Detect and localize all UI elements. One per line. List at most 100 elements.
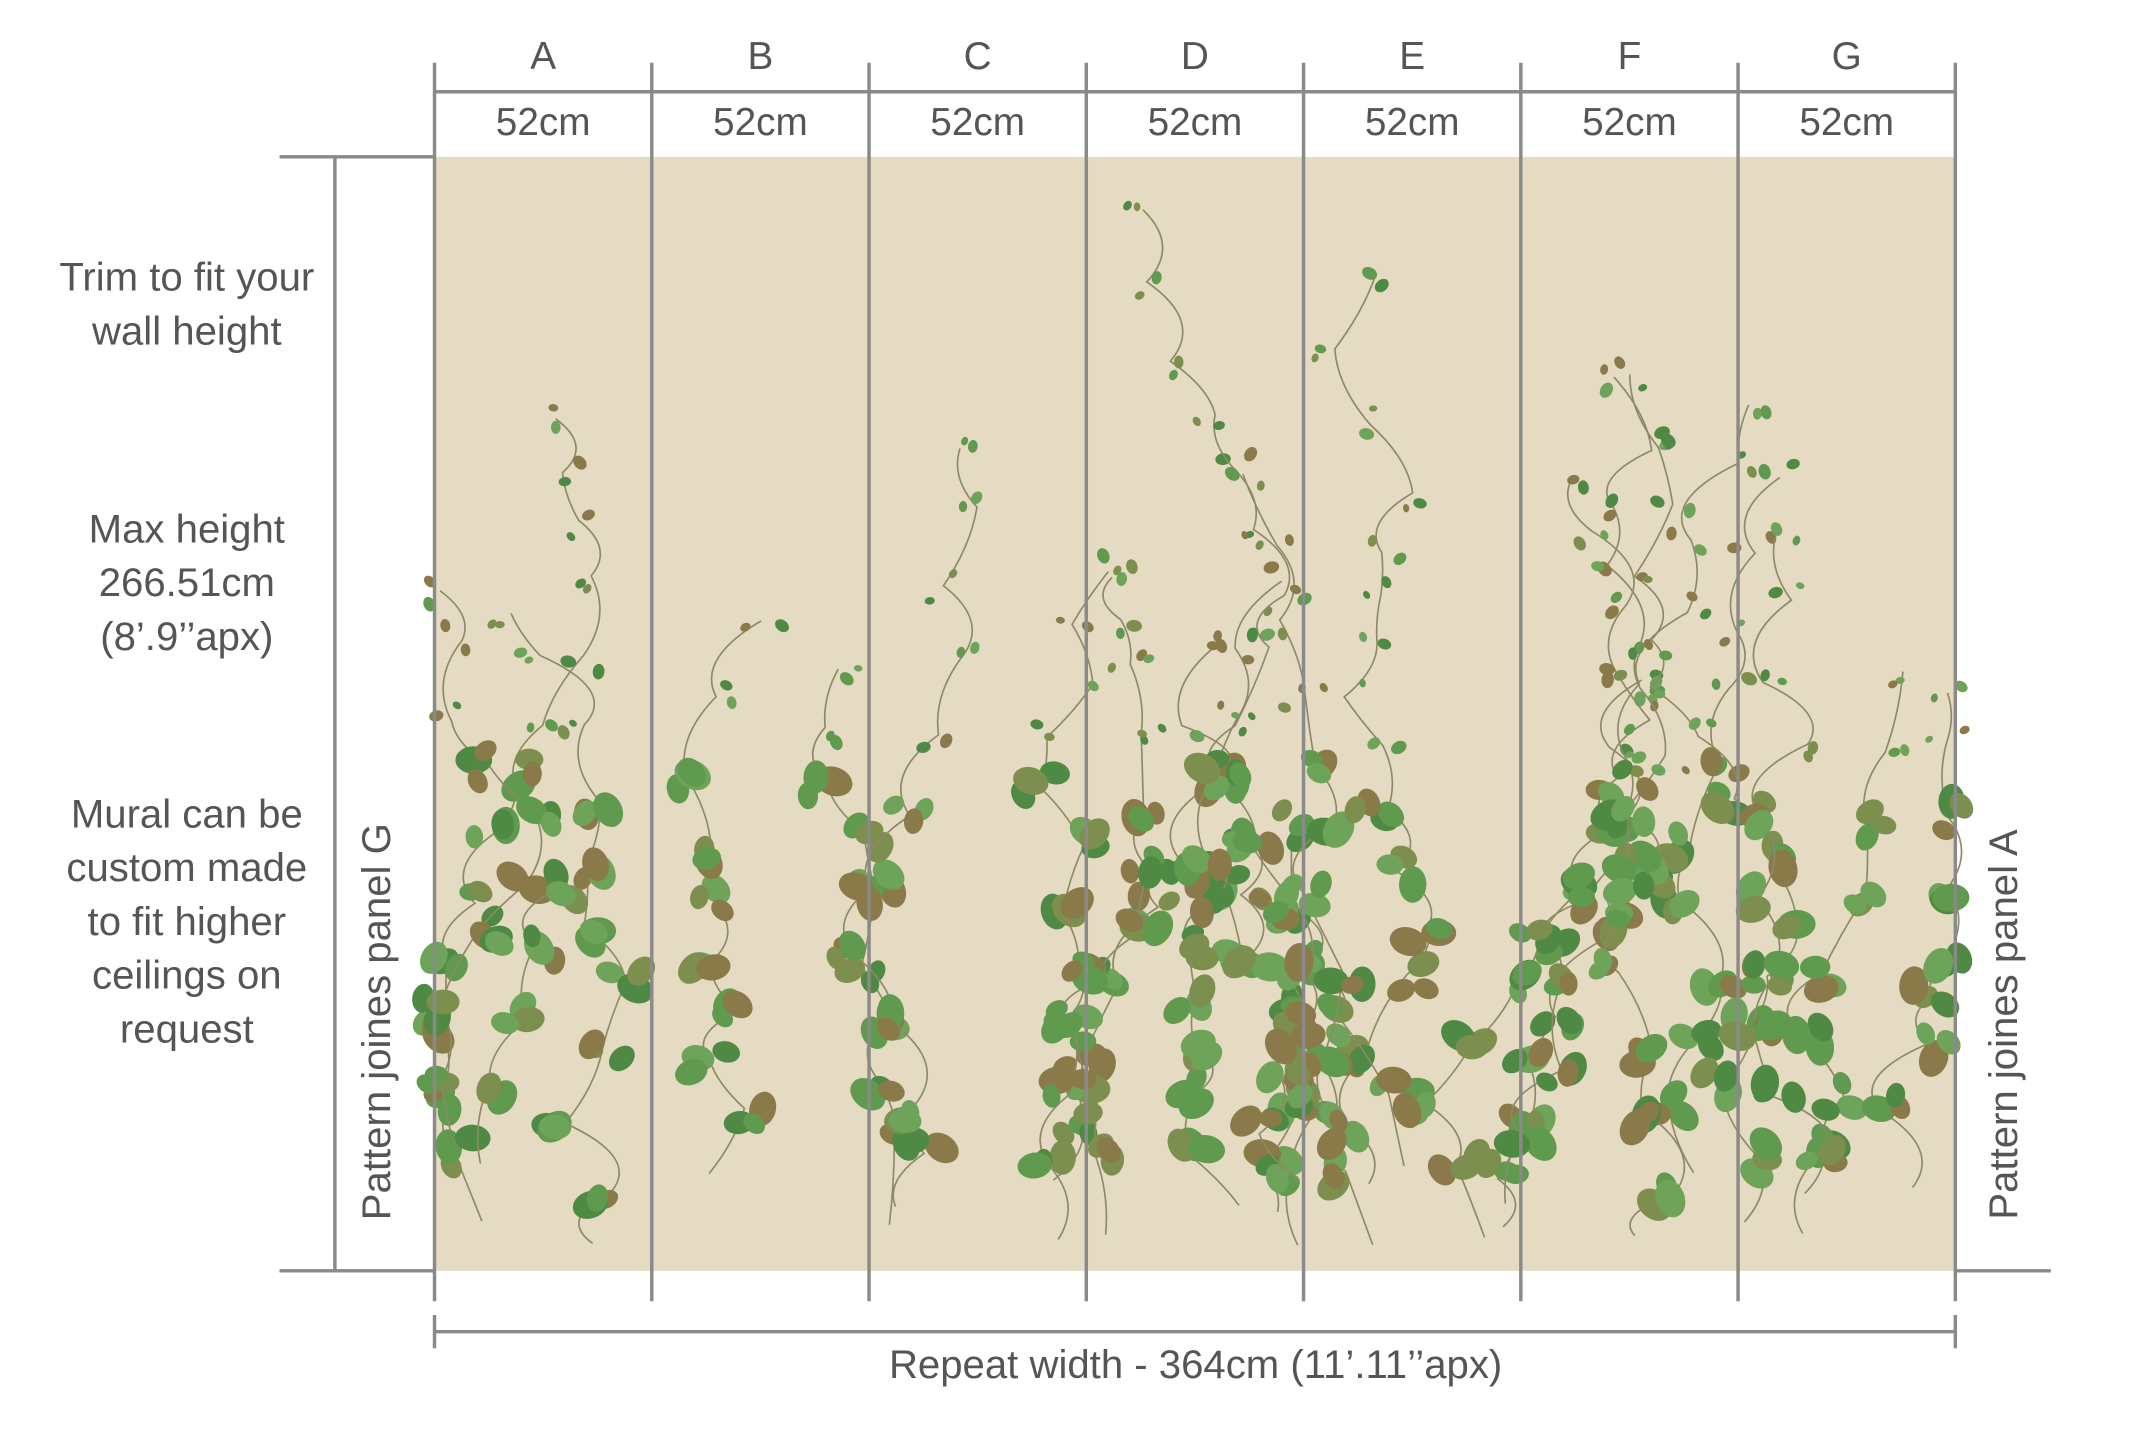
leaf bbox=[829, 734, 843, 751]
leaf bbox=[1900, 744, 1910, 757]
leaf bbox=[491, 809, 515, 840]
leaf bbox=[1407, 951, 1440, 978]
leaf bbox=[1413, 978, 1439, 1000]
leaf bbox=[1322, 811, 1355, 848]
leaf bbox=[526, 722, 535, 733]
vine-stem bbox=[1333, 277, 1433, 1185]
leaf bbox=[711, 899, 734, 922]
leaf bbox=[1230, 1105, 1262, 1137]
leaf bbox=[1215, 638, 1228, 653]
side-note: ceilings on bbox=[92, 953, 282, 998]
leaf bbox=[1113, 565, 1122, 576]
leaf bbox=[1143, 654, 1155, 664]
leaf bbox=[690, 885, 709, 910]
leaf bbox=[1258, 1109, 1283, 1128]
leaf bbox=[1374, 278, 1389, 293]
leaf bbox=[1262, 901, 1289, 923]
leaf bbox=[1786, 458, 1800, 470]
panel-letter: B bbox=[747, 35, 773, 78]
leaf bbox=[1625, 751, 1634, 759]
leaf bbox=[958, 501, 968, 513]
leaf bbox=[1836, 1095, 1868, 1120]
leaf bbox=[1930, 991, 1960, 1018]
leaf bbox=[692, 847, 721, 870]
leaf bbox=[1811, 1098, 1840, 1121]
leaf bbox=[1664, 437, 1675, 450]
leaf bbox=[1402, 504, 1410, 513]
side-note: Max height bbox=[89, 506, 285, 551]
leaf bbox=[558, 476, 572, 487]
leaf bbox=[1818, 1134, 1846, 1166]
leaf bbox=[1215, 453, 1231, 466]
leaf bbox=[1265, 1163, 1289, 1193]
leaf bbox=[1389, 926, 1427, 957]
leaf bbox=[1669, 1101, 1699, 1132]
leaf bbox=[1142, 910, 1174, 947]
leaf bbox=[1697, 1033, 1724, 1061]
leaf bbox=[1632, 806, 1656, 837]
leaf bbox=[1755, 1010, 1792, 1041]
leaf bbox=[775, 619, 789, 633]
leaf bbox=[867, 960, 886, 983]
leaf bbox=[1232, 830, 1263, 854]
leaf bbox=[970, 641, 980, 654]
leaf bbox=[956, 646, 966, 658]
leaf bbox=[1140, 735, 1149, 745]
leaf bbox=[916, 741, 931, 753]
leaf bbox=[740, 622, 751, 632]
leaf bbox=[1633, 871, 1655, 900]
leaf bbox=[1923, 947, 1954, 984]
leaf bbox=[1559, 971, 1578, 996]
leaf bbox=[1263, 561, 1280, 574]
leaf bbox=[1359, 631, 1368, 643]
leaf bbox=[1097, 548, 1110, 564]
leaf bbox=[1043, 732, 1055, 742]
leaf bbox=[1562, 862, 1595, 890]
leaf bbox=[1767, 976, 1792, 996]
leaf bbox=[1711, 678, 1721, 691]
leaf bbox=[1377, 638, 1392, 650]
leaf bbox=[1523, 1125, 1557, 1161]
leaf bbox=[545, 719, 558, 732]
leaf bbox=[1134, 291, 1145, 300]
leaf bbox=[1192, 416, 1201, 427]
leaf bbox=[1605, 605, 1619, 620]
leaf bbox=[970, 491, 983, 505]
leaf bbox=[1611, 796, 1635, 822]
leaf bbox=[465, 825, 484, 849]
leaf bbox=[1577, 480, 1589, 495]
leaf bbox=[424, 1065, 449, 1084]
leaf bbox=[1450, 1154, 1482, 1180]
leaf bbox=[1681, 766, 1690, 775]
leaf bbox=[903, 808, 924, 834]
leaf bbox=[548, 404, 559, 412]
leaf bbox=[1207, 848, 1232, 881]
leaf bbox=[1872, 815, 1897, 835]
panel-letter: C bbox=[964, 35, 992, 78]
leaf bbox=[893, 1127, 930, 1155]
leaf bbox=[939, 733, 953, 749]
leaf bbox=[1247, 712, 1256, 721]
leaf bbox=[569, 719, 577, 727]
leaf bbox=[1749, 1127, 1783, 1161]
leaf bbox=[1284, 943, 1314, 982]
leaf bbox=[1013, 766, 1049, 796]
leaf bbox=[484, 931, 514, 956]
leaf bbox=[1954, 680, 1968, 693]
leaf bbox=[924, 597, 935, 605]
vine-decoration bbox=[412, 200, 1974, 1246]
panel-width: 52cm bbox=[1365, 101, 1460, 144]
leaf bbox=[1719, 975, 1747, 999]
leaf bbox=[1165, 1079, 1199, 1109]
leaf bbox=[1367, 534, 1378, 547]
leaf bbox=[1322, 1163, 1345, 1189]
leaf bbox=[726, 696, 737, 710]
leaf bbox=[1241, 654, 1255, 665]
leaf bbox=[546, 881, 577, 907]
leaf bbox=[1189, 729, 1205, 743]
leaf bbox=[429, 710, 444, 722]
leaf bbox=[1655, 1179, 1686, 1218]
leaf bbox=[1593, 947, 1613, 972]
side-note: 266.51cm bbox=[99, 560, 275, 605]
leaf bbox=[1765, 531, 1777, 544]
